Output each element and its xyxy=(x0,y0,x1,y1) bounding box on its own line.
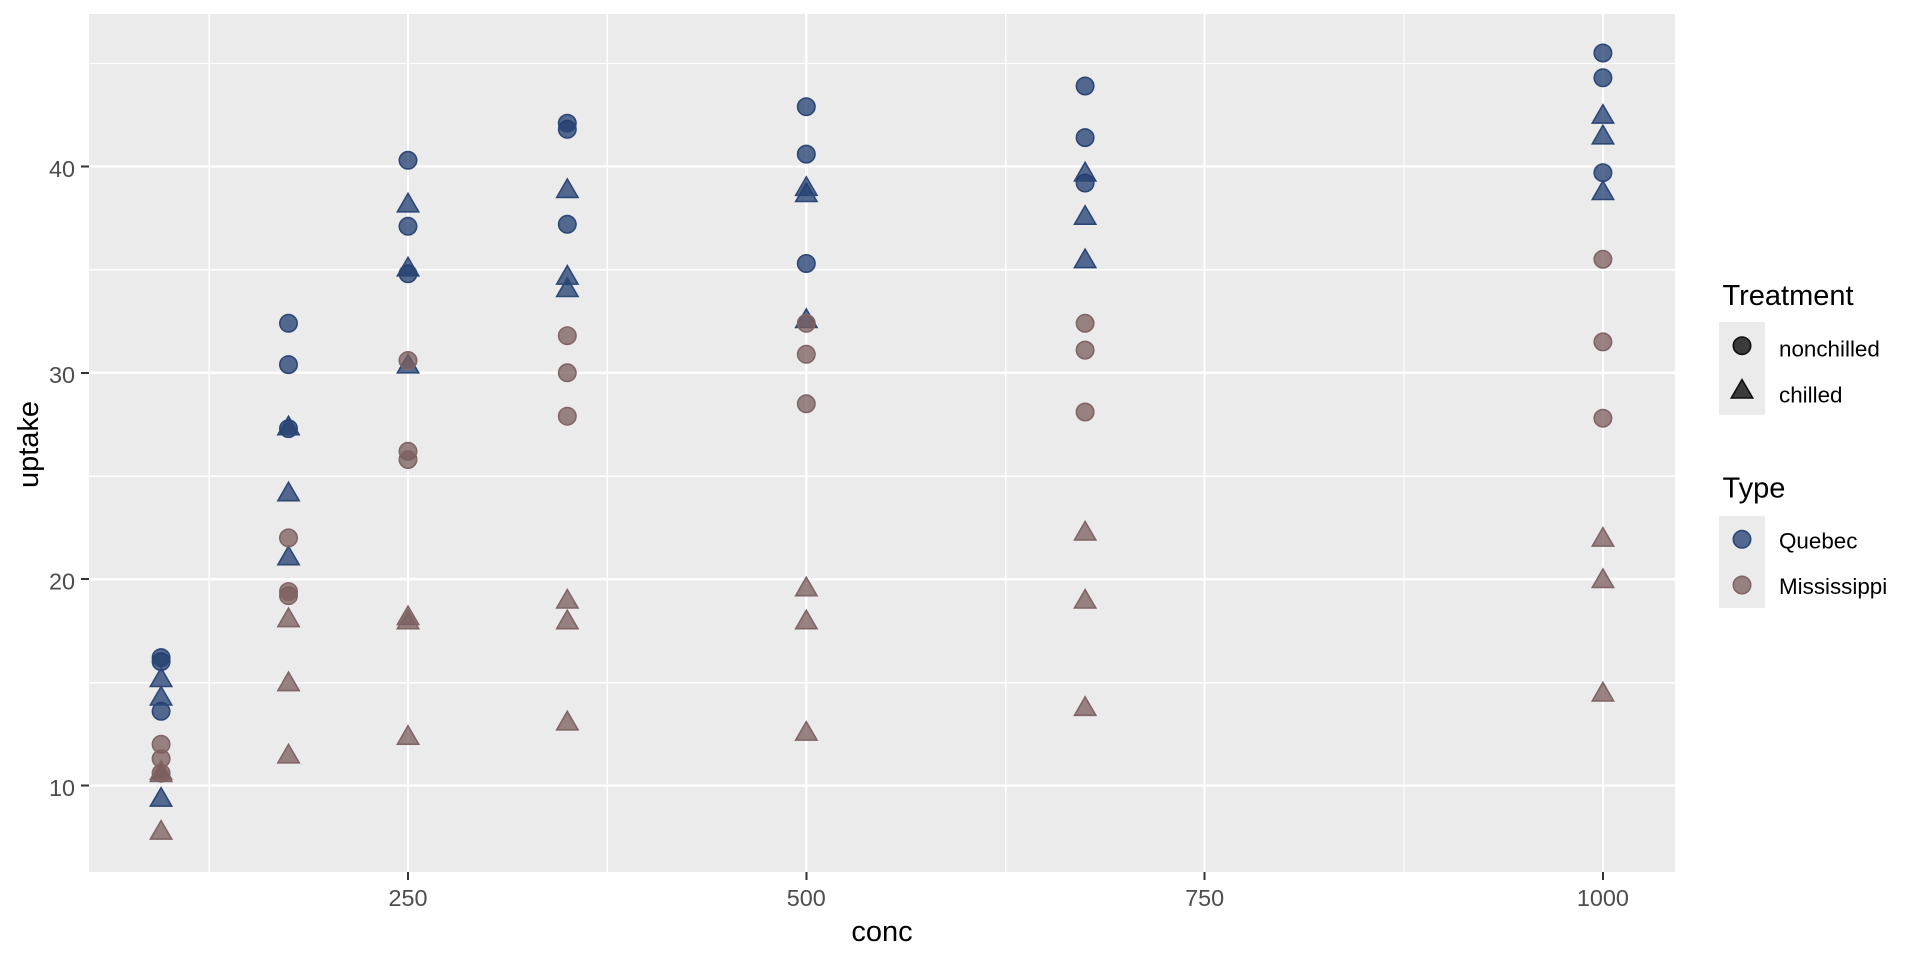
svg-text:Treatment: Treatment xyxy=(1723,280,1854,312)
svg-text:Mississippi: Mississippi xyxy=(1779,574,1887,599)
svg-text:Quebec: Quebec xyxy=(1779,528,1857,553)
svg-text:conc: conc xyxy=(851,916,912,948)
svg-text:chilled: chilled xyxy=(1779,382,1842,407)
svg-text:250: 250 xyxy=(388,885,427,911)
svg-text:uptake: uptake xyxy=(13,401,45,488)
svg-text:nonchilled: nonchilled xyxy=(1779,336,1880,361)
svg-text:40: 40 xyxy=(49,156,75,182)
svg-text:30: 30 xyxy=(49,362,75,388)
svg-text:1000: 1000 xyxy=(1577,885,1629,911)
svg-text:500: 500 xyxy=(787,885,826,911)
svg-text:20: 20 xyxy=(49,569,75,595)
svg-text:Type: Type xyxy=(1723,473,1786,505)
svg-text:750: 750 xyxy=(1185,885,1224,911)
svg-text:10: 10 xyxy=(49,775,75,801)
